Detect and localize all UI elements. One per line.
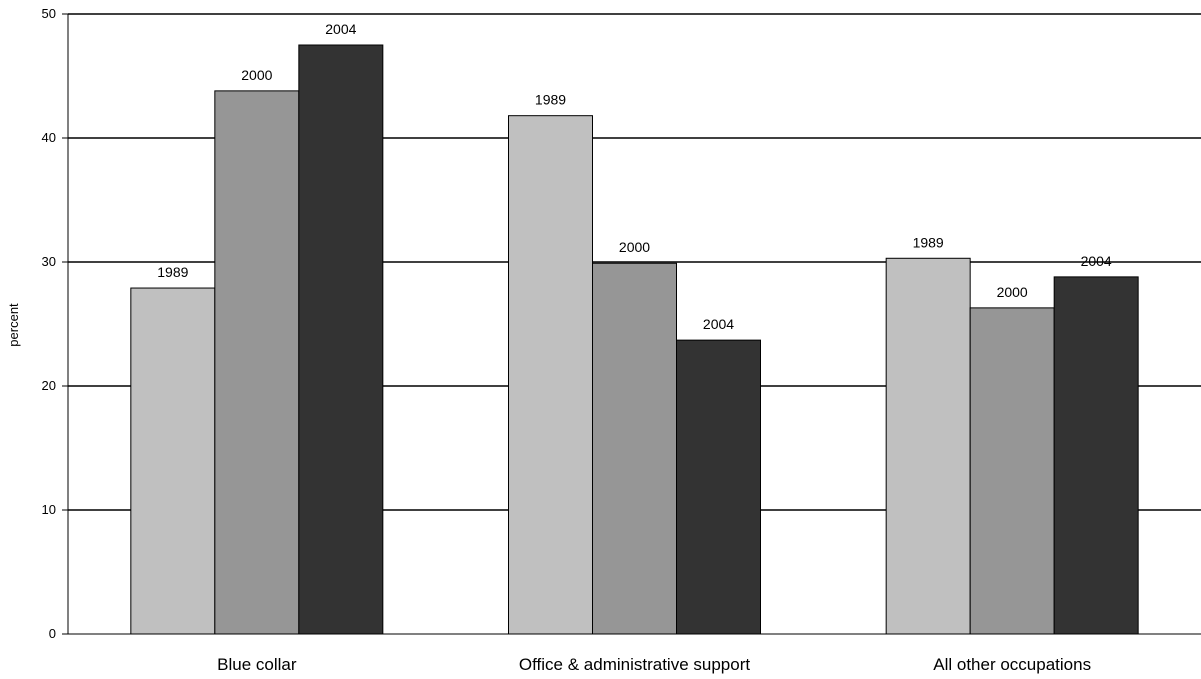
data-label: 2000 [997, 284, 1028, 300]
y-tick-label: 0 [49, 626, 56, 641]
bar [214, 90, 300, 635]
data-label: 2000 [241, 67, 272, 83]
y-tick-label: 20 [42, 378, 56, 393]
y-tick-labels: 0 10 20 30 40 50 [42, 6, 56, 641]
bars [130, 44, 1139, 635]
data-label: 1989 [157, 264, 188, 280]
y-tick-label: 40 [42, 130, 56, 145]
category-labels: Blue collar Office & administrative suppo… [217, 655, 1091, 674]
bar [592, 262, 677, 635]
data-label: 2004 [1081, 253, 1112, 269]
data-label: 1989 [535, 92, 566, 108]
bar [130, 287, 216, 635]
bar [1053, 276, 1139, 635]
bar [508, 115, 593, 635]
category-label: Office & administrative support [519, 655, 750, 674]
category-label: All other occupations [933, 655, 1091, 674]
category-label: Blue collar [217, 655, 297, 674]
data-label: 2004 [703, 316, 734, 332]
y-axis-title: percent [6, 303, 21, 347]
y-tick-label: 50 [42, 6, 56, 21]
data-labels: 1989 2000 2004 1989 2000 2004 1989 2000 2004 [157, 21, 1112, 332]
bar [885, 257, 971, 635]
bar [969, 307, 1055, 635]
y-tick-label: 30 [42, 254, 56, 269]
data-label: 2000 [619, 239, 650, 255]
data-label: 1989 [913, 234, 944, 250]
y-tick-label: 10 [42, 502, 56, 517]
bar [676, 339, 761, 635]
bar [298, 44, 384, 635]
data-label: 2004 [325, 21, 356, 37]
axes [62, 13, 1201, 635]
